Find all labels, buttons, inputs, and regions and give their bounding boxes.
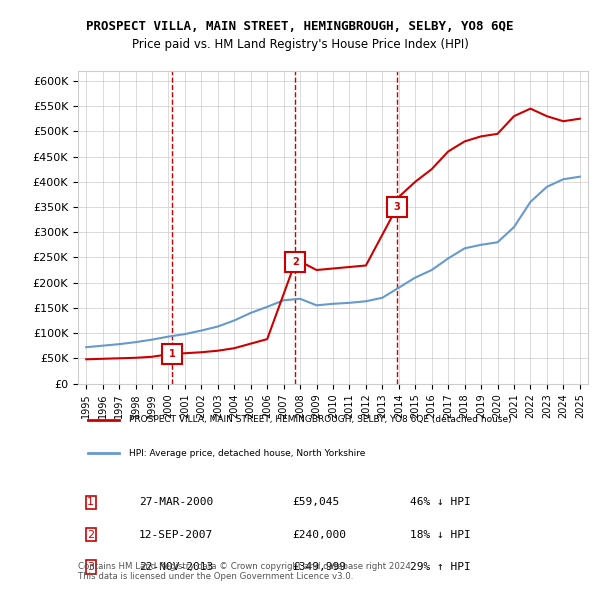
Text: 1: 1 <box>87 497 94 507</box>
Text: 12-SEP-2007: 12-SEP-2007 <box>139 530 214 540</box>
Text: HPI: Average price, detached house, North Yorkshire: HPI: Average price, detached house, Nort… <box>129 449 365 458</box>
Text: 18% ↓ HPI: 18% ↓ HPI <box>409 530 470 540</box>
Text: Price paid vs. HM Land Registry's House Price Index (HPI): Price paid vs. HM Land Registry's House … <box>131 38 469 51</box>
Text: 29% ↑ HPI: 29% ↑ HPI <box>409 562 470 572</box>
Text: 46% ↓ HPI: 46% ↓ HPI <box>409 497 470 507</box>
Text: £240,000: £240,000 <box>292 530 346 540</box>
Text: Contains HM Land Registry data © Crown copyright and database right 2024.
This d: Contains HM Land Registry data © Crown c… <box>78 562 413 581</box>
Text: 2: 2 <box>87 530 94 540</box>
Text: 1: 1 <box>169 349 176 359</box>
Text: 22-NOV-2013: 22-NOV-2013 <box>139 562 214 572</box>
Text: 3: 3 <box>394 202 401 212</box>
Text: PROSPECT VILLA, MAIN STREET, HEMINGBROUGH, SELBY, YO8 6QE (detached house): PROSPECT VILLA, MAIN STREET, HEMINGBROUG… <box>129 415 512 424</box>
Text: PROSPECT VILLA, MAIN STREET, HEMINGBROUGH, SELBY, YO8 6QE: PROSPECT VILLA, MAIN STREET, HEMINGBROUG… <box>86 20 514 33</box>
Text: 27-MAR-2000: 27-MAR-2000 <box>139 497 214 507</box>
Text: 2: 2 <box>292 257 299 267</box>
Text: £349,999: £349,999 <box>292 562 346 572</box>
Text: 3: 3 <box>87 562 94 572</box>
Text: £59,045: £59,045 <box>292 497 340 507</box>
